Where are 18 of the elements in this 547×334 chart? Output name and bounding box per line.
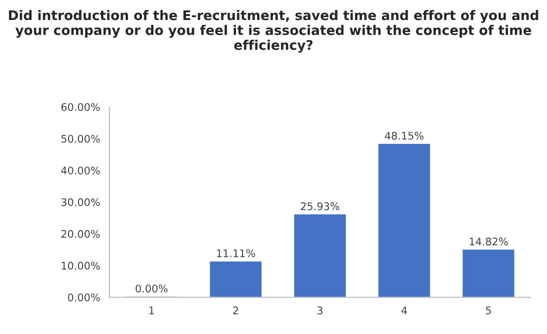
y-tick-label: 50.00%: [61, 134, 100, 143]
x-tick-label: 3: [317, 306, 322, 314]
y-tick-label: 0.00%: [68, 293, 100, 302]
x-tick-label: 1: [149, 306, 154, 314]
data-label: 0.00%: [136, 284, 168, 292]
data-label: 11.11%: [217, 249, 256, 258]
y-tick-label: 10.00%: [62, 262, 100, 270]
data-label: 25.93%: [300, 202, 340, 210]
x-tick-label: 4: [401, 306, 407, 314]
chart-title: Did introduction of the E-recruitment, saved time and effort of you and your company or do you feel it is associated with the concept of time efficiency?: [8, 10, 538, 53]
data-label: 14.82%: [470, 238, 508, 246]
y-tick-label: 60.00%: [61, 103, 100, 111]
y-tick-label: 40.00%: [61, 166, 100, 174]
y-tick-label: 30.00%: [61, 198, 100, 206]
data-label: 48.15%: [384, 132, 424, 140]
x-tick-label: 2: [233, 306, 238, 314]
y-tick-label: 20.00%: [61, 230, 100, 238]
x-tick-label: 5: [486, 306, 491, 314]
